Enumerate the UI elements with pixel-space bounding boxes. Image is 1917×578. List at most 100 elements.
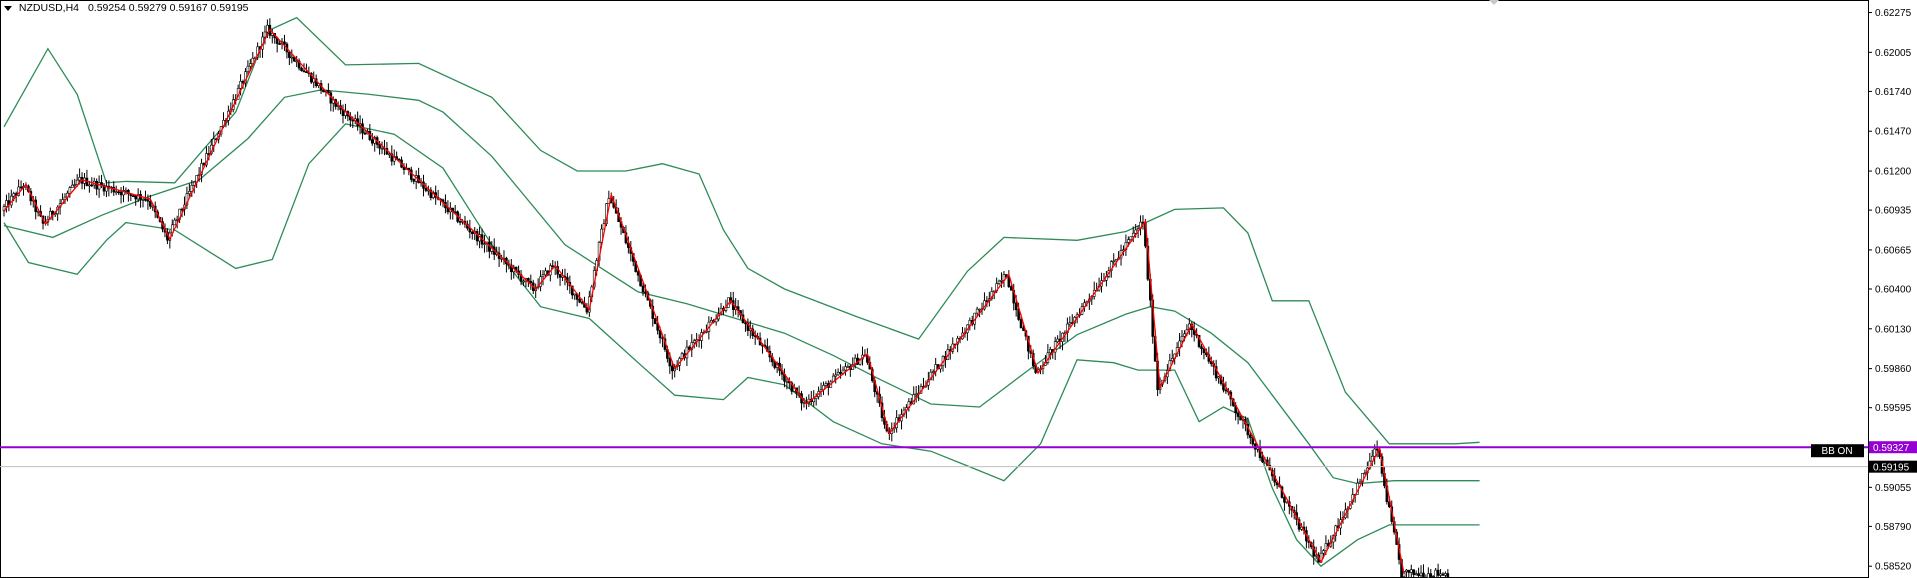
- candle-body: [1441, 573, 1445, 576]
- candle: [539, 270, 542, 292]
- candle: [1139, 215, 1142, 236]
- candle: [1066, 317, 1069, 342]
- candle-body: [670, 365, 674, 372]
- candle-body: [1249, 434, 1252, 438]
- candle-body: [1436, 569, 1440, 576]
- candle: [1441, 572, 1445, 577]
- candle-body: [239, 81, 242, 89]
- candle-body: [363, 132, 367, 135]
- candle-body: [1283, 497, 1286, 503]
- candle: [346, 110, 350, 122]
- candle-body: [302, 70, 306, 72]
- candle-body: [1405, 569, 1408, 572]
- candle-body: [278, 43, 281, 45]
- candle: [312, 71, 316, 88]
- bollinger-lower-line: [3, 123, 1480, 568]
- candle: [770, 352, 774, 367]
- candle: [1046, 344, 1050, 365]
- candle: [1429, 568, 1433, 578]
- candle: [834, 369, 837, 384]
- scroll-marker-icon[interactable]: [1489, 0, 1499, 5]
- candle: [861, 346, 864, 366]
- candle: [1424, 574, 1428, 578]
- candle-body: [475, 231, 479, 242]
- candle: [322, 89, 325, 93]
- candle-body: [290, 56, 294, 59]
- candle: [88, 180, 91, 193]
- candle: [1417, 567, 1420, 578]
- candle-body: [1407, 569, 1411, 573]
- candle: [188, 183, 191, 197]
- candle-body: [300, 67, 303, 71]
- candle-body: [1434, 569, 1437, 578]
- candle: [327, 83, 330, 95]
- candle-body: [978, 308, 981, 311]
- candle-body: [185, 193, 189, 206]
- candle: [1239, 415, 1242, 421]
- candle-body: [1409, 569, 1413, 573]
- candle: [300, 66, 303, 72]
- candle-body: [573, 293, 577, 296]
- candle-body: [578, 299, 581, 303]
- candle-body: [1427, 573, 1430, 578]
- candle: [1436, 563, 1440, 578]
- candle-body: [785, 380, 789, 383]
- candle-body: [1019, 319, 1023, 329]
- candle-body: [1007, 276, 1011, 287]
- candle: [656, 315, 659, 335]
- candle-body: [1000, 279, 1003, 282]
- candle-body: [175, 218, 179, 221]
- candle: [997, 279, 1001, 286]
- dropdown-triangle-icon[interactable]: [4, 5, 12, 11]
- candle-body: [636, 271, 640, 276]
- candle-body: [558, 273, 562, 278]
- candle-body: [212, 138, 216, 146]
- candle: [895, 410, 898, 433]
- candle-body: [192, 181, 196, 186]
- candle-body: [1068, 322, 1072, 325]
- candle-body: [73, 184, 77, 186]
- candle-body: [141, 199, 145, 201]
- candle: [573, 293, 577, 300]
- candle: [1061, 332, 1064, 351]
- candle-body: [134, 195, 138, 200]
- candle: [305, 63, 308, 74]
- candle: [1056, 335, 1059, 344]
- candle-body: [1363, 472, 1367, 475]
- candle: [819, 382, 823, 397]
- candle: [510, 259, 513, 280]
- y-tick-label: 0.61740: [1875, 87, 1912, 98]
- candle: [285, 42, 289, 59]
- candle-body: [1200, 346, 1203, 350]
- candle: [402, 163, 406, 175]
- candle-body: [388, 153, 391, 156]
- candle: [424, 183, 428, 193]
- candle: [846, 364, 850, 368]
- candle: [22, 183, 25, 196]
- candle: [34, 196, 38, 220]
- candle: [1253, 442, 1257, 457]
- candle: [290, 49, 294, 64]
- candle: [146, 194, 150, 210]
- candle-body: [483, 243, 486, 245]
- y-tick-label: 0.60665: [1875, 245, 1912, 256]
- candle-body: [102, 184, 106, 192]
- candle-body: [1429, 573, 1433, 577]
- candle-body: [1412, 569, 1416, 576]
- candle: [310, 72, 313, 84]
- candle: [134, 194, 138, 206]
- candle-body: [968, 320, 972, 326]
- candle-body: [305, 71, 308, 73]
- candle-body: [1239, 416, 1242, 421]
- candle: [1007, 270, 1011, 288]
- candle: [975, 306, 979, 317]
- candle-body: [1422, 572, 1425, 578]
- candle: [451, 207, 455, 220]
- candle-body: [5, 200, 8, 207]
- candle-body: [266, 24, 269, 33]
- current-price-label: 0.59195: [1873, 463, 1910, 474]
- horizontal-levels: BB ON: [0, 444, 1868, 468]
- candle-body: [458, 221, 462, 223]
